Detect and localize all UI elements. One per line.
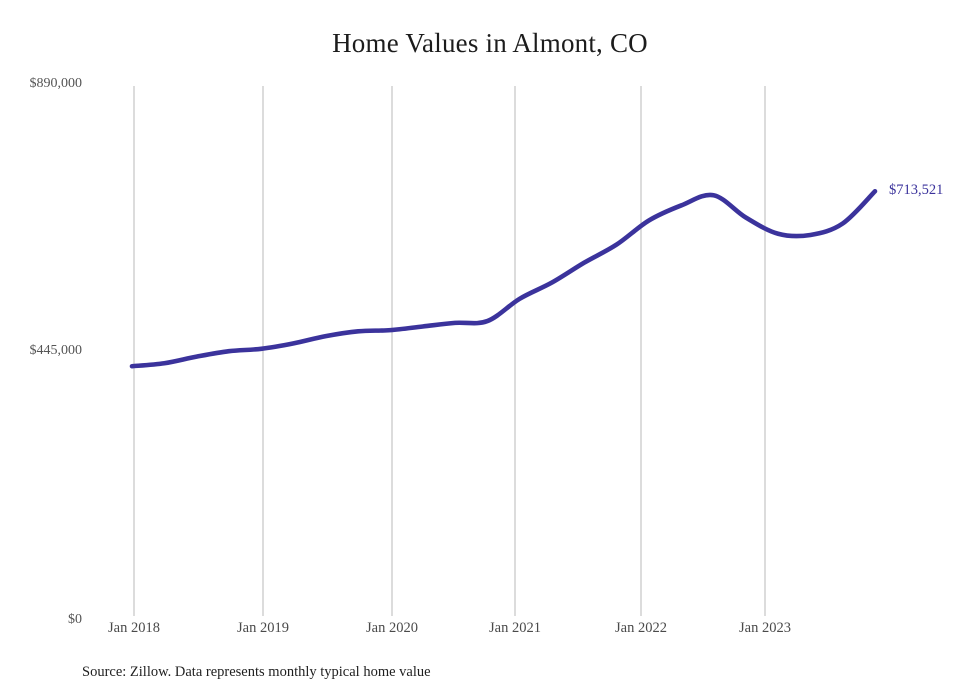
y-axis-tick-zero: $0 <box>68 612 82 627</box>
x-axis-tick-jan-2019: Jan 2019 <box>237 620 289 636</box>
series-end-value-label: $713,521 <box>889 182 944 199</box>
gridline-group <box>133 86 766 616</box>
y-axis-tick-mid: $445,000 <box>29 343 83 358</box>
x-axis-tick-jan-2023: Jan 2023 <box>739 620 791 636</box>
x-axis-tick-jan-2018: Jan 2018 <box>108 620 160 636</box>
x-axis-tick-jan-2020: Jan 2020 <box>366 620 418 636</box>
source-caption: Source: Zillow. Data represents monthly … <box>82 664 431 680</box>
x-axis-tick-jan-2021: Jan 2021 <box>489 620 541 636</box>
line-series-typical-home-value <box>129 188 878 369</box>
page-title: Home Values in Almont, CO <box>332 28 648 58</box>
y-axis-tick-top: $890,000 <box>29 76 83 91</box>
x-axis-tick-jan-2022: Jan 2022 <box>615 620 667 636</box>
